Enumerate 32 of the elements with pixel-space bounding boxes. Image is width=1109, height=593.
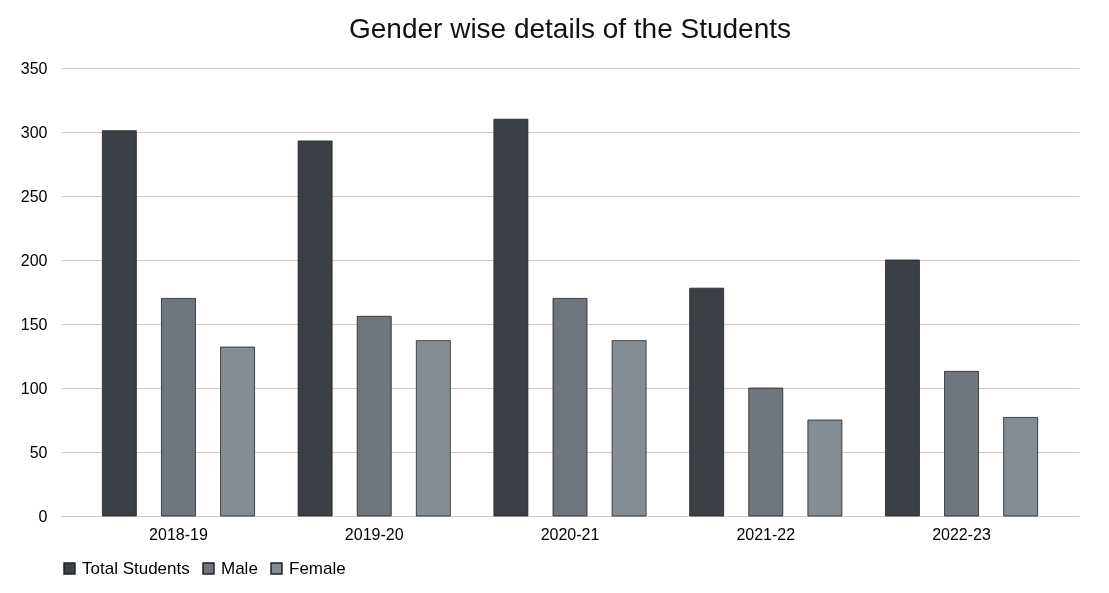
y-tick-label: 100 — [20, 379, 48, 397]
bar — [356, 315, 392, 517]
y-tick-label: 200 — [20, 251, 48, 269]
bar — [1003, 417, 1039, 517]
y-tick-label: 250 — [20, 187, 48, 205]
bar — [748, 387, 784, 517]
legend-label: Total Students — [82, 558, 190, 578]
bar — [944, 370, 979, 517]
bar — [415, 340, 451, 517]
legend-label: Male — [221, 558, 258, 578]
x-tick-label: 2019-20 — [344, 525, 404, 543]
y-tick-label: 350 — [20, 59, 48, 77]
x-tick-label: 2022-23 — [932, 525, 991, 543]
bar — [807, 419, 843, 517]
y-tick-label: 50 — [29, 443, 48, 461]
x-tick-label: 2021-22 — [736, 525, 796, 543]
bar — [297, 140, 333, 517]
chart-title: Gender wise details of the Students — [348, 13, 792, 44]
x-tick-label: 2018-19 — [149, 525, 208, 543]
x-tick-label: 2020-21 — [540, 525, 600, 543]
bar — [611, 340, 647, 517]
bar — [101, 130, 137, 517]
bar — [220, 346, 255, 517]
y-tick-label: 0 — [38, 507, 48, 525]
bar — [552, 298, 588, 517]
legend-label: Female — [289, 558, 346, 578]
y-tick-label: 150 — [20, 315, 48, 333]
bar — [885, 259, 920, 517]
bar — [161, 298, 196, 517]
bar — [493, 118, 529, 517]
y-tick-label: 300 — [20, 123, 48, 141]
bar — [689, 287, 725, 517]
